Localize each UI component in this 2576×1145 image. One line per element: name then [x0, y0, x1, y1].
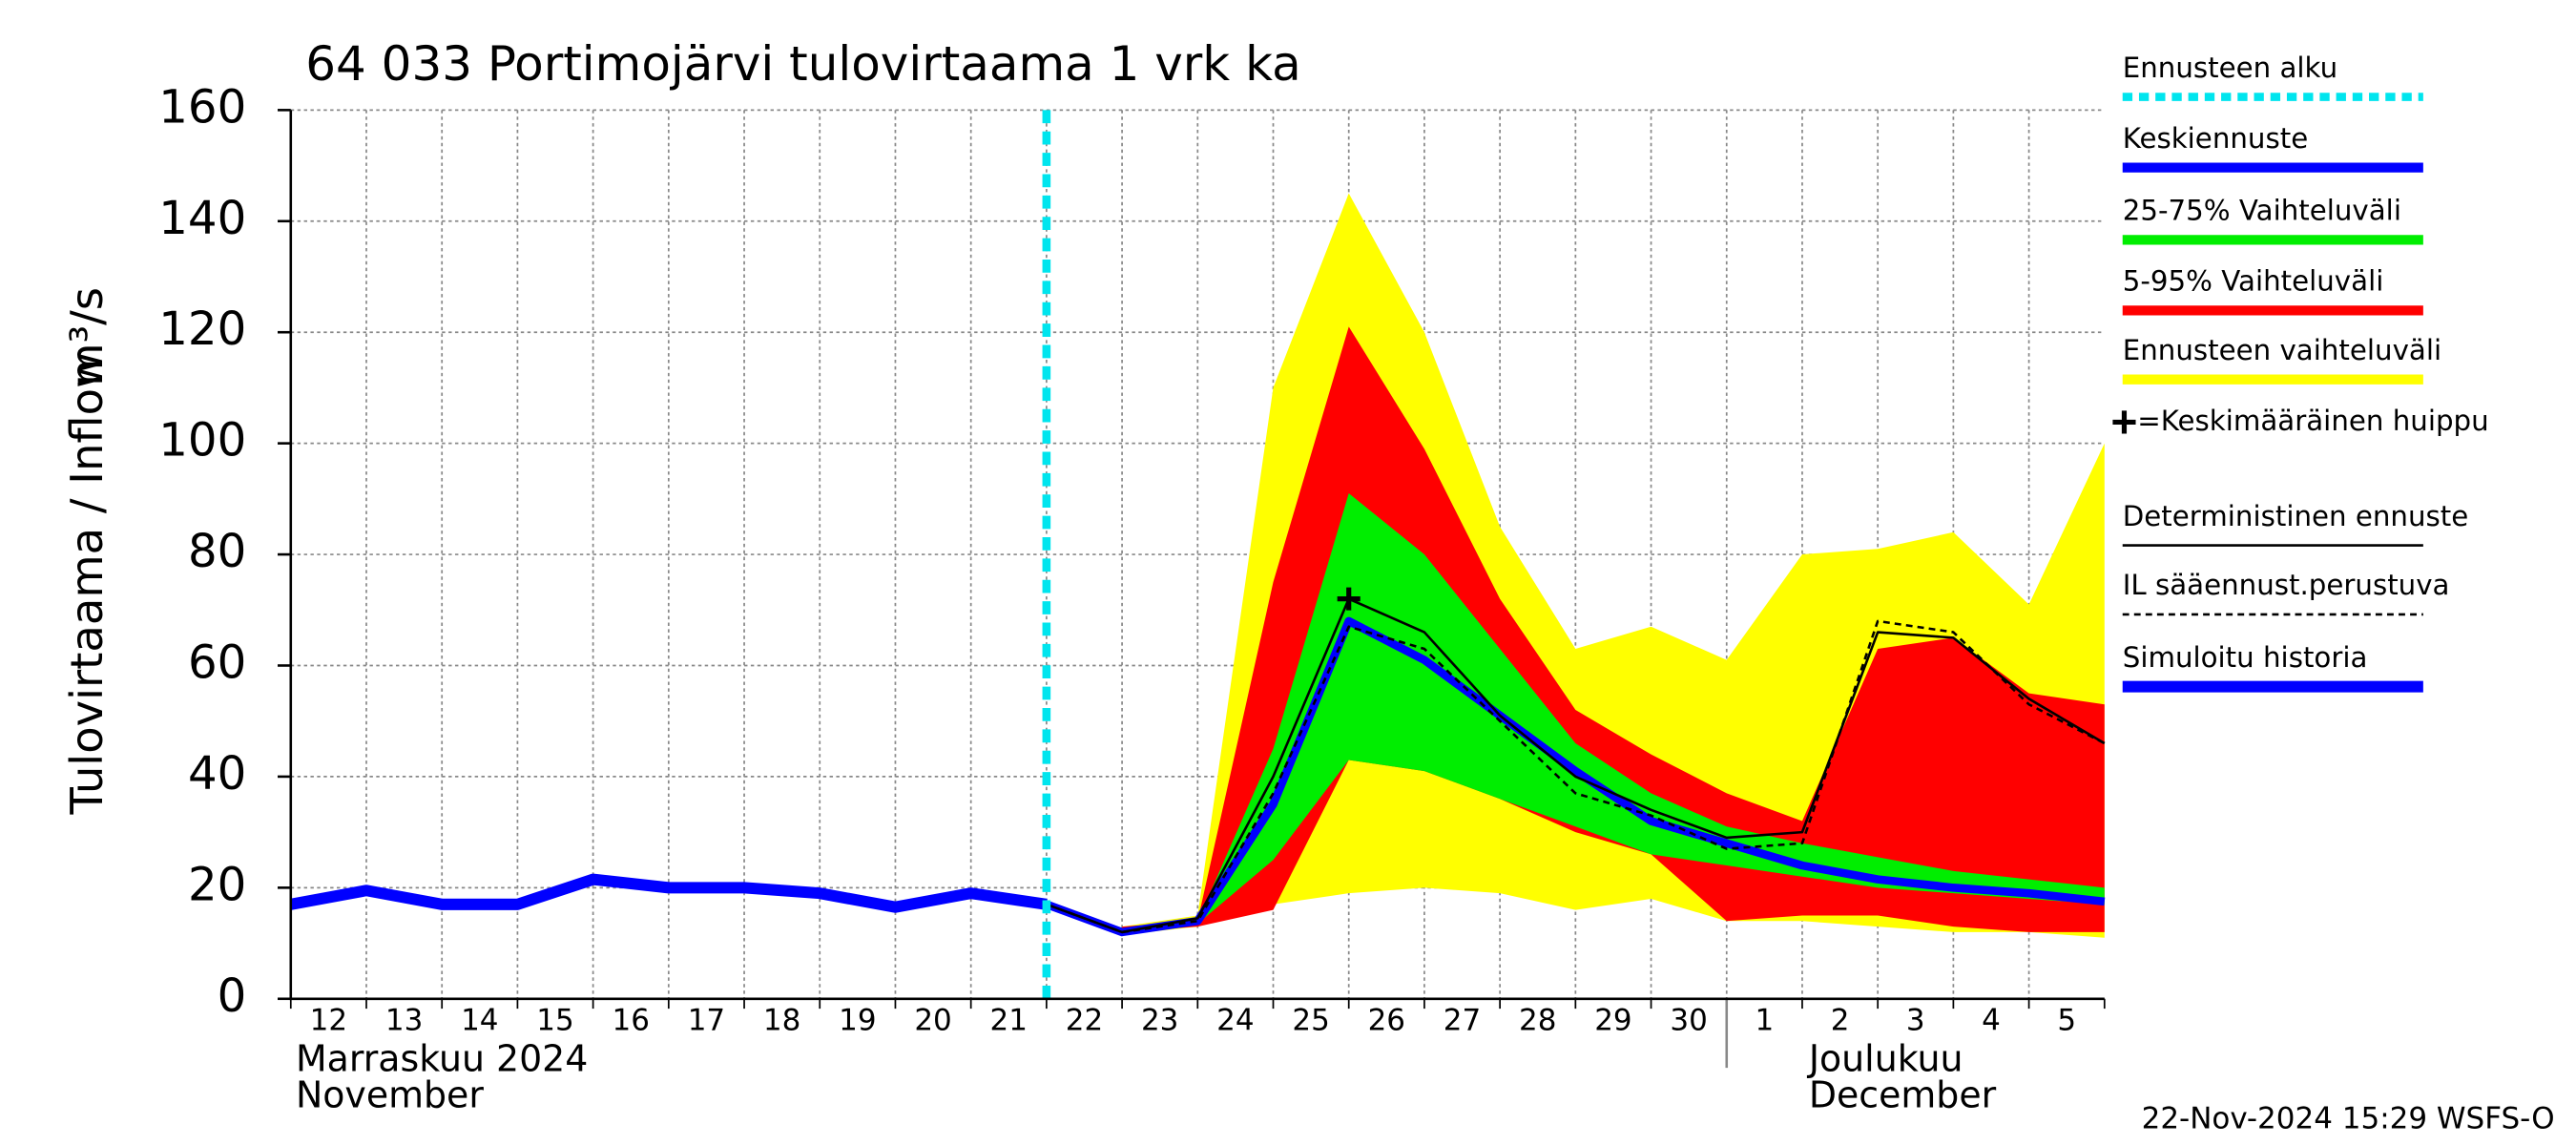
- x-tick-label: 2: [1831, 1003, 1850, 1037]
- legend-label: Ennusteen vaihteluväli: [2123, 334, 2441, 366]
- x-tick-label: 5: [2057, 1003, 2076, 1037]
- x-tick-label: 30: [1670, 1003, 1707, 1037]
- y-axis-label: Tulovirtaama / Inflow: [61, 352, 113, 816]
- legend-label: Keskiennuste: [2123, 122, 2308, 155]
- series-line: [1046, 619, 2106, 934]
- x-tick-label: 23: [1141, 1003, 1178, 1037]
- peak-marker: [1337, 587, 1361, 611]
- chart-title: 64 033 Portimojärvi tulovirtaama 1 vrk k…: [305, 36, 1300, 92]
- x-tick-label: 14: [461, 1003, 498, 1037]
- x-tick-label: 29: [1594, 1003, 1631, 1037]
- band: [1122, 493, 2105, 932]
- x-tick-label: 27: [1444, 1003, 1481, 1037]
- legend-label: IL sääennust.perustuva: [2123, 569, 2450, 601]
- x-tick-label: 13: [385, 1003, 423, 1037]
- month-label: Marraskuu 2024: [296, 1038, 588, 1080]
- series-line: [1046, 597, 2106, 934]
- x-tick-label: 21: [990, 1003, 1028, 1037]
- y-tick-label: 0: [218, 969, 247, 1023]
- legend-peak-symbol: [2112, 410, 2136, 434]
- month-label: November: [296, 1074, 484, 1116]
- y-tick-label: 100: [158, 414, 246, 468]
- x-tick-label: 12: [310, 1003, 347, 1037]
- y-tick-label: 160: [158, 80, 246, 134]
- x-tick-label: 17: [688, 1003, 725, 1037]
- x-tick-label: 4: [1982, 1003, 2001, 1037]
- y-tick-label: 60: [188, 635, 246, 689]
- y-tick-label: 120: [158, 302, 246, 356]
- x-tick-label: 16: [613, 1003, 650, 1037]
- timestamp: 22-Nov-2024 15:29 WSFS-O: [2142, 1102, 2555, 1136]
- x-tick-label: 24: [1216, 1003, 1254, 1037]
- legend-label: 25-75% Vaihteluväli: [2123, 195, 2401, 227]
- axis-frame: [289, 110, 2105, 1001]
- month-label: December: [1809, 1074, 1997, 1116]
- x-tick-label: 20: [914, 1003, 951, 1037]
- month-label: Joulukuu: [1807, 1038, 1963, 1080]
- x-tick-label: 26: [1368, 1003, 1405, 1037]
- legend-label: Simuloitu historia: [2123, 641, 2368, 674]
- x-tick-label: 19: [839, 1003, 876, 1037]
- x-tick-label: 28: [1519, 1003, 1556, 1037]
- plot-area: [289, 193, 2106, 938]
- y-tick-label: 140: [158, 192, 246, 245]
- x-tick-label: 1: [1755, 1003, 1775, 1037]
- band: [1122, 326, 2105, 932]
- x-tick-label: 25: [1292, 1003, 1329, 1037]
- x-tick-label: 18: [763, 1003, 800, 1037]
- series-line: [289, 873, 1048, 913]
- y-axis-unit: m³/s: [61, 287, 113, 386]
- legend-label: =Keskimääräinen huippu: [2137, 405, 2488, 437]
- y-tick-label: 80: [188, 525, 246, 578]
- x-tick-label: 15: [536, 1003, 573, 1037]
- legend-label: Deterministinen ennuste: [2123, 500, 2469, 532]
- y-tick-label: 40: [188, 747, 246, 801]
- x-tick-label: 22: [1066, 1003, 1103, 1037]
- legend-label: Ennusteen alku: [2123, 52, 2337, 84]
- x-tick-label: 3: [1906, 1003, 1925, 1037]
- legend-label: 5-95% Vaihteluväli: [2123, 265, 2384, 298]
- y-tick-label: 20: [188, 858, 246, 911]
- series-line: [1045, 616, 2106, 937]
